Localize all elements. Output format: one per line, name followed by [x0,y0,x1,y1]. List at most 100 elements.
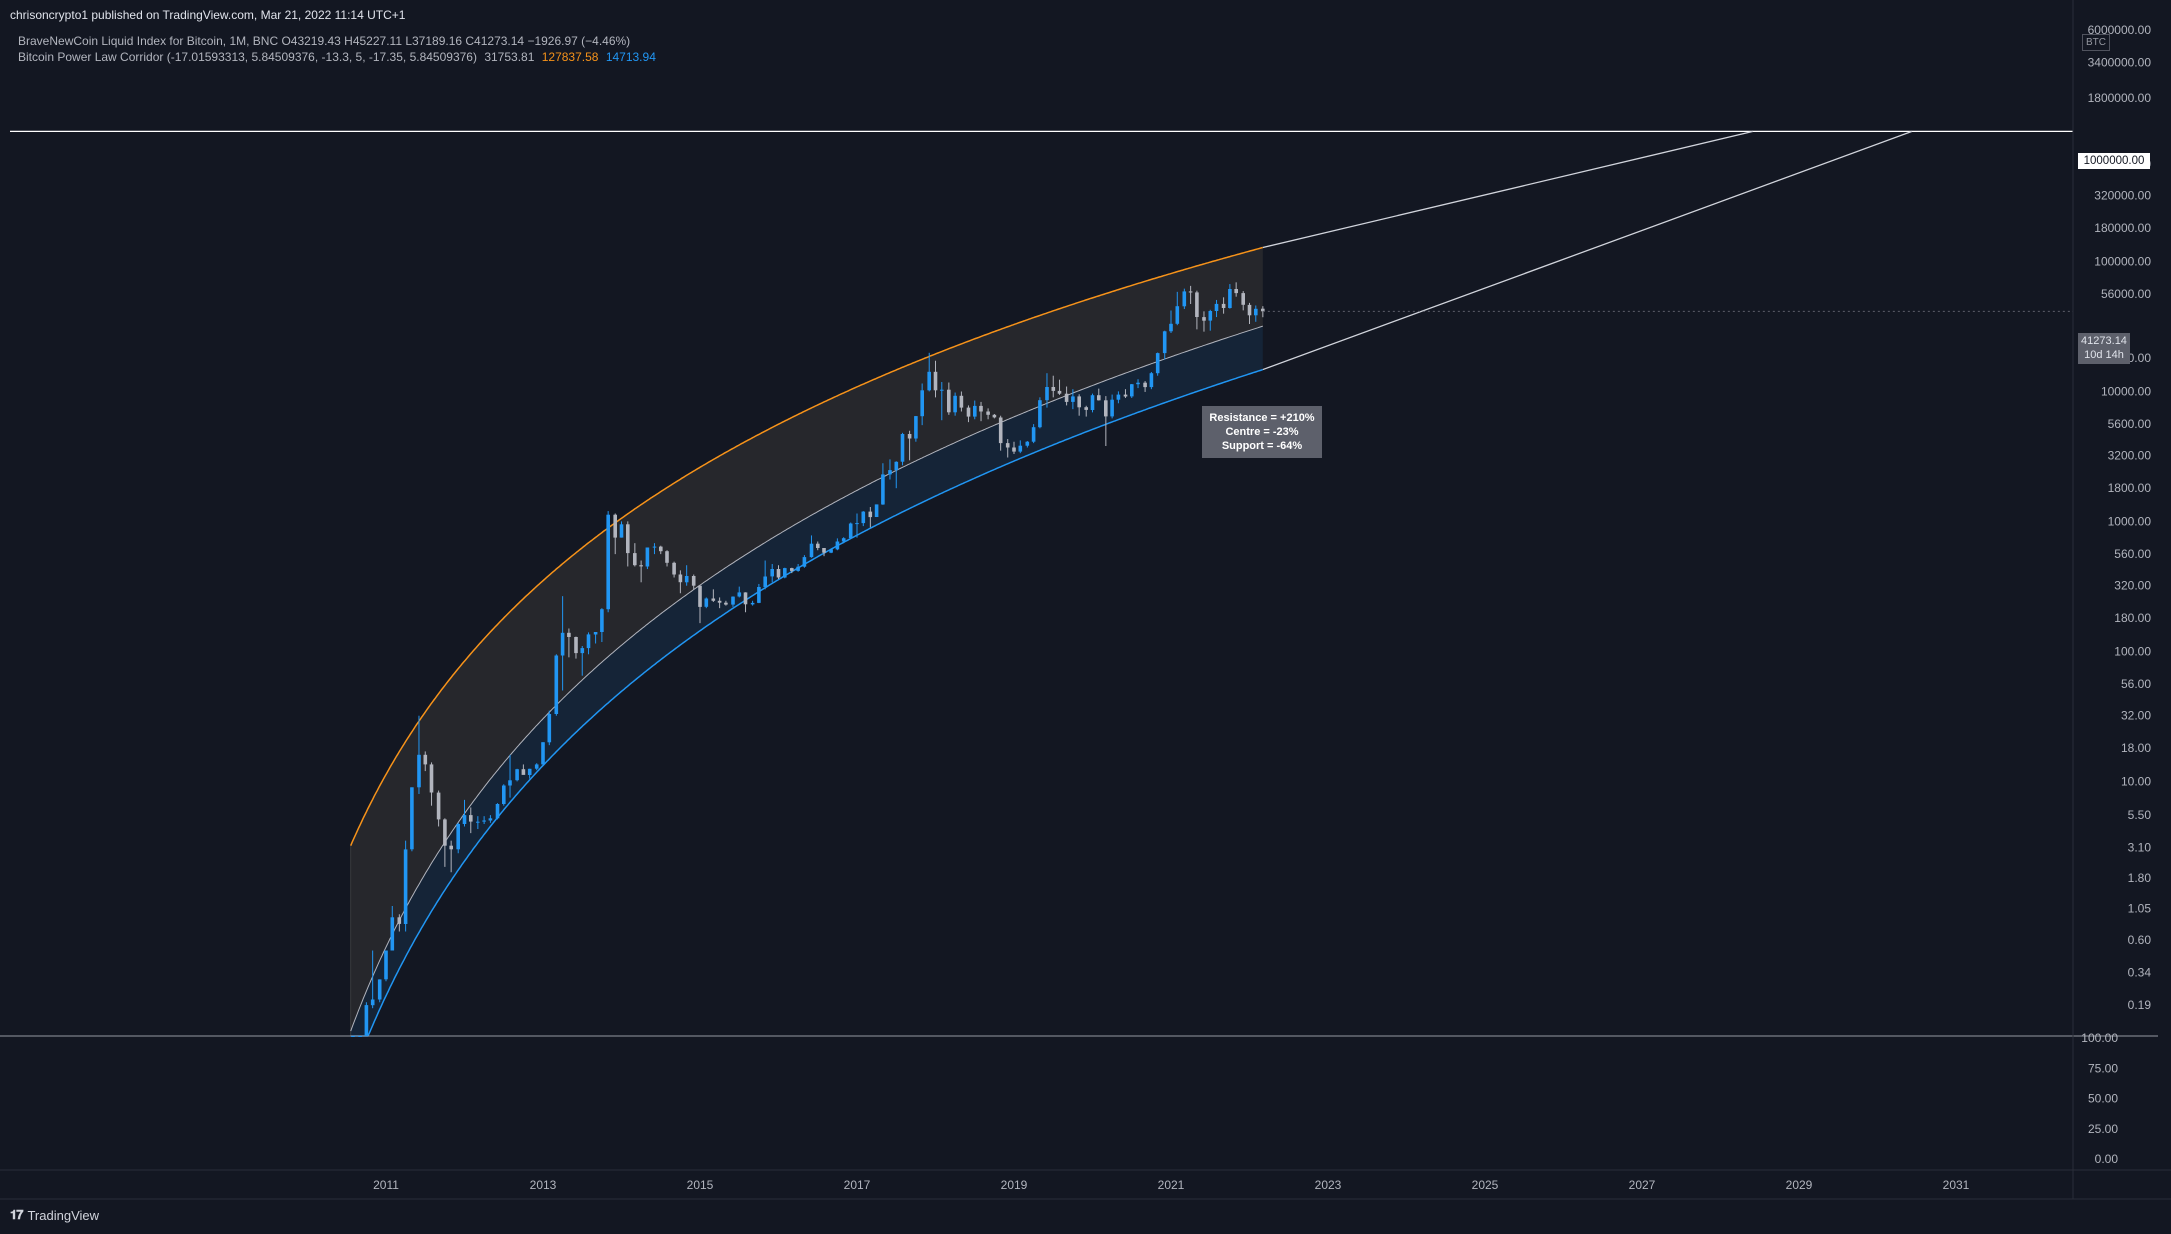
candle-body [750,602,755,605]
candle-body [927,371,931,391]
price-axis-label: 5.50 [2128,808,2152,822]
candle-body [1045,387,1049,401]
candle-body [613,514,617,538]
candle-body [809,543,814,558]
candle-body [822,548,826,553]
candle-body [986,411,990,415]
legend-symbol-line[interactable]: BraveNewCoin Liquid Index for Bitcoin, 1… [18,34,631,48]
candle-body [868,511,873,518]
candle-body [502,785,506,804]
candle-body [619,524,624,538]
candle-body [1110,399,1114,417]
price-axis-label: 0.34 [2128,965,2152,979]
price-axis-label: 1800000.00 [2088,91,2152,105]
time-axis-label: 2017 [844,1178,871,1192]
candle-body [410,787,414,850]
candle-body [704,598,709,607]
candle-body [724,602,728,605]
candle-body [698,585,702,607]
centre-line [350,325,1263,1032]
candle-body [358,1036,362,1037]
last-price-label: 41273.14 10d 14h [2078,333,2130,364]
candle-body [770,569,774,577]
candle-body [633,553,637,566]
time-axis-label: 2015 [687,1178,714,1192]
candle-body [527,768,532,775]
legend-resistance-value: 127837.58 [541,50,599,64]
candle-body [743,592,748,605]
price-axis-label: 180000.00 [2094,221,2151,235]
candle-body [691,576,696,586]
candle-body [560,632,565,656]
candle-body [1012,447,1016,452]
candle-body [351,1036,355,1037]
candle-body [364,1005,369,1036]
candle-body [417,754,421,788]
candle-body [855,523,859,525]
candle-body [429,764,434,793]
candle-body [881,474,885,505]
candle-body [783,568,787,578]
candle-body [874,504,879,517]
candle-body [1090,395,1095,410]
resistance-projection-line [1262,130,1754,249]
lower-pane-axis-label: 0.00 [2095,1152,2119,1166]
candle-body [1136,382,1140,385]
footer-brand[interactable]: 𝟏𝟕 TradingView [10,1207,99,1223]
candle-body [953,395,957,413]
price-axis-label: 1.05 [2128,902,2152,916]
candle-body [1195,292,1199,317]
candle-body [1064,393,1069,402]
time-axis-label: 2011 [373,1178,399,1192]
candle-body [940,389,944,391]
candle-body [370,999,375,1006]
candle-body [495,804,500,819]
candle-body [979,405,983,412]
candle-body [1247,304,1252,316]
tooltip-resistance: Resistance = +210% [1209,412,1315,424]
price-axis-label: 320000.00 [2094,189,2151,203]
candle-body [1104,400,1108,417]
candle-body [711,598,716,601]
time-axis-label: 2029 [1786,1178,1813,1192]
candle-body [482,820,486,822]
candle-body [829,549,833,553]
time-axis-label: 2023 [1315,1178,1342,1192]
time-axis-label: 2025 [1472,1178,1499,1192]
candle-body [900,434,905,462]
candle-body [848,523,853,539]
candle-body [626,524,630,554]
candle-body [508,780,512,786]
candle-body [515,769,519,781]
lower-pane-axis-label: 50.00 [2088,1092,2118,1106]
candle-body [998,417,1003,444]
price-axis-label: 10000.00 [2101,384,2151,398]
candle-body [665,551,669,563]
legend-indicator-line[interactable]: Bitcoin Power Law Corridor (-17.01593313… [18,49,656,65]
legend-centre-value: 31753.81 [484,50,535,64]
currency-label[interactable]: BTC [2082,34,2110,51]
candle-body [1208,311,1213,321]
candle-body [462,815,467,824]
candle-body [933,371,938,391]
candle-body [1155,353,1160,374]
time-axis-label: 2021 [1158,1178,1185,1192]
price-axis-label: 3400000.00 [2088,55,2152,69]
candle-body [606,514,610,610]
bar-countdown: 10d 14h [2084,349,2124,361]
candle-body [1130,384,1134,397]
candle-body [1025,441,1030,446]
candle-body [672,562,676,575]
candle-body [907,434,912,439]
candle-body [521,769,526,775]
lower-pane-axis-label: 25.00 [2088,1122,2118,1136]
candle-body [717,600,722,603]
candle-body [541,742,545,765]
candle-body [1149,373,1154,388]
price-axis-label: 180.00 [2114,611,2151,625]
candle-body [534,764,539,769]
candle-body [1254,308,1258,316]
tradingview-logo-icon: 𝟏𝟕 [10,1207,24,1222]
price-axis-label: 560.00 [2114,547,2151,561]
